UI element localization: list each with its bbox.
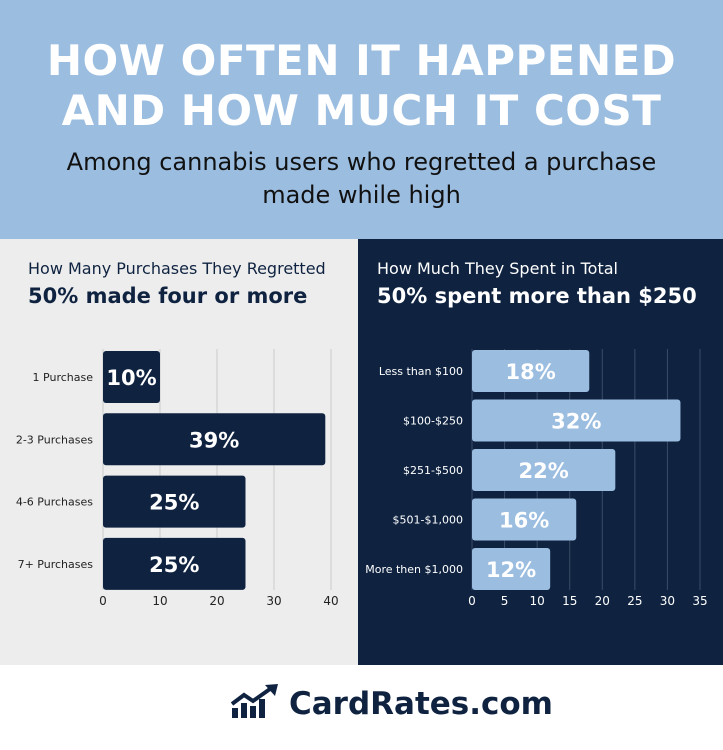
subtitle-line-2: made while high bbox=[262, 181, 461, 209]
spend-total-x-tick-label: 30 bbox=[660, 594, 675, 608]
regret-count-data-label: 10% bbox=[106, 366, 156, 390]
spend-total-x-tick-label: 25 bbox=[627, 594, 642, 608]
regret-count-category-label: 4-6 Purchases bbox=[16, 496, 93, 509]
spend-total-category-label: $100-$250 bbox=[403, 415, 463, 428]
regret-count-x-tick-label: 0 bbox=[99, 594, 107, 608]
spend-total-bar bbox=[472, 350, 590, 392]
spend-total-category-label: $501-$1,000 bbox=[393, 514, 463, 527]
regret-count-data-label: 25% bbox=[149, 553, 199, 577]
regret-count-category-label: 2-3 Purchases bbox=[16, 433, 93, 446]
header-banner bbox=[0, 0, 723, 239]
spend-total-x-tick-label: 15 bbox=[562, 594, 577, 608]
regret-count-category-label: 7+ Purchases bbox=[18, 558, 94, 571]
spend-total-bar bbox=[472, 399, 681, 442]
spend-total-category-label: Less than $100 bbox=[379, 365, 463, 378]
regret-count-x-tick-label: 10 bbox=[152, 594, 167, 608]
spend-total-data-label: 12% bbox=[486, 558, 536, 582]
spend-total-x-tick-label: 35 bbox=[692, 594, 707, 608]
title-line-2: AND HOW MUCH IT COST bbox=[61, 86, 662, 135]
regret-count-bar bbox=[103, 351, 160, 403]
regret-count-data-label: 25% bbox=[149, 491, 199, 515]
charts-svg: 0 10 20 30 40 1 Purchase 10% 2-3 Purchases 39% 4-… bbox=[16, 349, 708, 608]
regret-count-x-tick-label: 40 bbox=[323, 594, 338, 608]
right-panel-title: How Much They Spent in Total bbox=[377, 259, 618, 278]
spend-total-bar bbox=[472, 498, 577, 541]
right-panel-headline: 50% spent more than $250 bbox=[377, 284, 697, 308]
title-line-1: HOW OFTEN IT HAPPENED bbox=[46, 36, 677, 85]
page-subtitle: Among cannabis users who regretted a pur… bbox=[30, 146, 693, 212]
left-panel-title: How Many Purchases They Regretted bbox=[28, 259, 326, 278]
regret-count-data-label: 39% bbox=[189, 428, 239, 452]
trending-chart-logo-icon bbox=[230, 684, 278, 718]
spend-total-data-label: 18% bbox=[505, 360, 555, 384]
regret-count-bar bbox=[103, 537, 246, 590]
spend-total-data-label: 16% bbox=[499, 509, 549, 533]
regret-count-category-label: 1 Purchase bbox=[33, 371, 94, 384]
regret-count-bar bbox=[103, 413, 326, 466]
regret-count-x-tick-label: 20 bbox=[209, 594, 224, 608]
spend-total-x-tick-label: 0 bbox=[468, 594, 476, 608]
page-title: HOW OFTEN IT HAPPENED AND HOW MUCH IT CO… bbox=[0, 36, 723, 136]
spend-total-category-label: $251-$500 bbox=[403, 464, 463, 477]
spend-total-x-tick-label: 10 bbox=[530, 594, 545, 608]
footer bbox=[0, 665, 723, 750]
subtitle-line-1: Among cannabis users who regretted a pur… bbox=[66, 148, 657, 176]
spend-total-category-label: More then $1,000 bbox=[365, 563, 463, 576]
spend-total-bar bbox=[472, 449, 616, 491]
spend-total-x-tick-label: 20 bbox=[595, 594, 610, 608]
brand-name: CardRates.com bbox=[289, 686, 553, 722]
regret-count-x-tick-label: 30 bbox=[266, 594, 281, 608]
spend-total-data-label: 22% bbox=[519, 459, 569, 483]
spend-total-bar bbox=[472, 548, 551, 590]
left-panel-headline: 50% made four or more bbox=[28, 284, 308, 308]
regret-count-bar bbox=[103, 475, 246, 528]
spend-total-x-tick-label: 5 bbox=[501, 594, 509, 608]
spend-total-data-label: 32% bbox=[551, 410, 601, 434]
